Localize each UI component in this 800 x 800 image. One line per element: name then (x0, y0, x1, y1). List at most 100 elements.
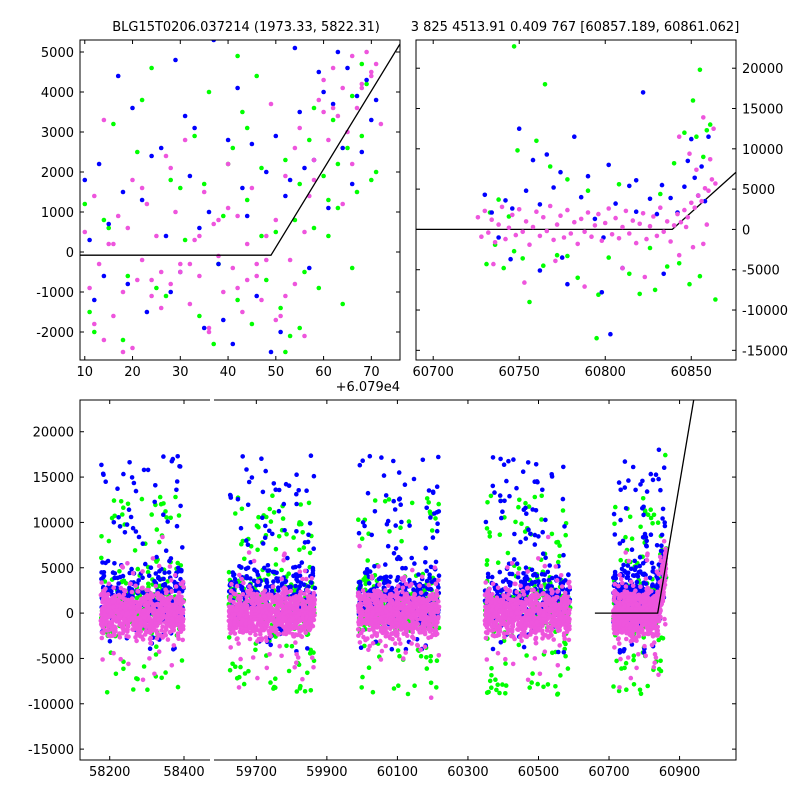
data-point-green (387, 529, 392, 534)
data-point-blue (608, 331, 613, 337)
data-point-blue (388, 588, 393, 593)
data-point-magenta (699, 198, 704, 204)
data-point-magenta (637, 221, 642, 227)
data-point-green (211, 341, 216, 347)
data-point-blue (302, 540, 308, 545)
data-point-magenta (244, 613, 249, 619)
data-point-green (663, 452, 668, 458)
data-point-green (192, 133, 197, 139)
data-point-green (497, 532, 503, 537)
data-point-magenta (144, 602, 149, 607)
data-point-magenta (682, 207, 687, 213)
data-point-green (294, 689, 300, 694)
data-point-blue (173, 57, 178, 63)
data-point-green (406, 519, 412, 524)
data-point-magenta (297, 569, 303, 574)
data-point-green (267, 506, 273, 512)
data-point-magenta (273, 599, 279, 605)
data-point-green (305, 670, 310, 676)
data-point-magenta (551, 237, 556, 243)
data-point-magenta (229, 581, 234, 587)
data-point-magenta (293, 620, 299, 625)
data-point-green (516, 566, 522, 571)
data-point-blue (246, 479, 252, 485)
data-point-green (707, 122, 713, 127)
series-magenta (475, 115, 718, 289)
data-point-blue (306, 584, 311, 589)
data-point-green (176, 513, 182, 518)
data-point-magenta (544, 228, 550, 234)
data-point-green (149, 512, 154, 517)
data-point-magenta (106, 597, 112, 603)
data-point-magenta (565, 207, 570, 213)
data-point-magenta (668, 239, 673, 244)
data-point-blue (424, 505, 430, 511)
data-point-green (520, 256, 525, 261)
data-point-green (241, 681, 247, 687)
data-point-magenta (135, 277, 140, 283)
data-point-magenta (108, 633, 113, 639)
data-point-green (484, 562, 490, 567)
data-point-magenta (264, 257, 269, 263)
data-point-blue (305, 646, 310, 651)
data-point-magenta (243, 620, 249, 626)
data-point-green (619, 666, 624, 671)
data-point-blue (239, 584, 245, 590)
data-point-blue (170, 456, 176, 462)
data-point-magenta (321, 109, 326, 115)
data-point-blue (128, 514, 134, 520)
data-point-magenta (300, 676, 305, 682)
data-point-blue (140, 575, 145, 580)
data-point-magenta (239, 609, 244, 614)
data-point-green (534, 138, 539, 144)
data-point-green (594, 335, 599, 341)
data-point-magenta (367, 643, 373, 649)
data-point-magenta (250, 598, 255, 603)
data-point-blue (399, 519, 404, 525)
data-point-blue (641, 512, 646, 518)
data-point-magenta (311, 609, 317, 614)
data-point-magenta (685, 215, 691, 220)
data-point-magenta (129, 610, 135, 616)
data-point-green (612, 521, 617, 527)
data-point-blue (626, 478, 631, 483)
data-point-magenta (125, 624, 131, 629)
data-point-green (494, 687, 499, 693)
data-point-green (284, 643, 289, 649)
data-point-green (651, 512, 657, 518)
data-point-green (359, 133, 365, 139)
data-point-blue (99, 576, 104, 582)
data-point-green (488, 493, 494, 499)
data-point-green (132, 548, 138, 553)
data-point-blue (436, 454, 441, 460)
data-point-blue (682, 184, 687, 189)
data-point-magenta (232, 619, 237, 625)
data-point-blue (427, 572, 432, 577)
data-point-green (308, 688, 314, 693)
data-point-magenta (282, 551, 287, 556)
data-point-magenta (148, 640, 154, 646)
data-point-blue (366, 581, 372, 586)
data-point-blue (367, 569, 373, 574)
data-point-blue (521, 644, 527, 650)
data-point-magenta (369, 69, 374, 75)
data-point-blue (260, 515, 265, 520)
data-point-magenta (415, 607, 421, 612)
data-point-green (201, 181, 207, 187)
data-point-blue (659, 543, 664, 548)
data-point-blue (174, 523, 180, 529)
data-point-green (121, 505, 126, 511)
data-point-green (311, 650, 316, 655)
data-point-blue (622, 485, 628, 490)
data-point-blue (110, 570, 116, 575)
data-point-blue (112, 575, 117, 581)
data-point-green (690, 98, 696, 103)
data-point-magenta (312, 601, 317, 607)
data-point-green (562, 640, 567, 645)
data-point-blue (125, 281, 131, 287)
data-point-blue (654, 211, 660, 217)
data-point-magenta (181, 584, 186, 590)
data-point-green (553, 684, 558, 689)
data-point-magenta (340, 85, 346, 91)
data-point-blue (270, 531, 275, 537)
